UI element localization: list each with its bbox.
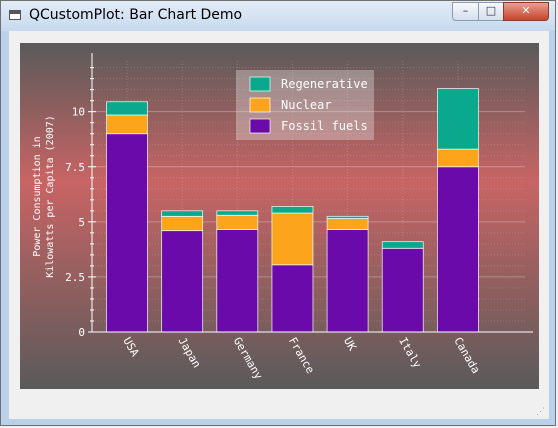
y-tick-label: 0: [78, 326, 85, 339]
legend-swatch-fossil-fuels: [249, 118, 271, 134]
bar-nuclear-germany[interactable]: [216, 214, 259, 230]
bar-regenerative-france[interactable]: [271, 206, 314, 214]
legend-label-nuclear: Nuclear: [281, 98, 332, 112]
y-tick-label: 2.5: [65, 271, 85, 284]
legend[interactable]: Regenerative Nuclear Fossil fuels: [236, 70, 374, 140]
y-tick-label: 5: [78, 216, 85, 229]
bar-regenerative-italy[interactable]: [381, 241, 424, 249]
bar-regenerative-usa[interactable]: [106, 101, 148, 116]
bar-nuclear-france[interactable]: [271, 212, 314, 266]
y-axis-title-line: Kilowatts per Capita (2007): [45, 115, 56, 278]
plot-container: 0 2.5 5 7.5 10 USA Japan Germany France UK Italy Ca…: [9, 31, 549, 419]
y-tick-label: 10: [72, 106, 85, 119]
legend-swatch-nuclear: [249, 97, 271, 113]
bar-nuclear-japan[interactable]: [161, 215, 204, 232]
resize-grip[interactable]: ⋰: [536, 406, 545, 416]
bar-fossil-fuels-japan[interactable]: [161, 230, 204, 333]
bar-nuclear-uk[interactable]: [326, 218, 369, 230]
y-tick-label: 7.5: [65, 161, 85, 174]
bars: [106, 88, 479, 333]
bar-fossil-fuels-usa[interactable]: [106, 133, 148, 333]
bar-nuclear-canada[interactable]: [436, 148, 479, 168]
bar-fossil-fuels-germany[interactable]: [216, 229, 259, 333]
bar-regenerative-germany[interactable]: [216, 210, 259, 216]
bar-fossil-fuels-france[interactable]: [271, 264, 314, 333]
window-title: QCustomPlot: Bar Chart Demo: [29, 7, 243, 23]
y-axis-title: Power Consumption in Kilowatts per Capita…: [32, 115, 56, 278]
app-window-icon: [9, 10, 21, 20]
bar-regenerative-canada[interactable]: [436, 88, 479, 150]
x-tick-label: UK: [341, 335, 359, 353]
title-bar[interactable]: QCustomPlot: Bar Chart Demo – □ ✕: [1, 1, 555, 31]
minimize-button[interactable]: –: [452, 2, 479, 21]
maximize-button[interactable]: □: [478, 2, 504, 21]
bar-fossil-fuels-canada[interactable]: [436, 166, 479, 333]
close-button[interactable]: ✕: [503, 2, 549, 21]
legend-swatch-regenerative: [249, 76, 271, 92]
legend-label-fossil-fuels: Fossil fuels: [281, 119, 368, 133]
bar-regenerative-japan[interactable]: [161, 210, 204, 217]
y-axis-title-line: Power Consumption in: [32, 136, 43, 256]
bar-fossil-fuels-italy[interactable]: [381, 247, 424, 333]
bar-regenerative-uk[interactable]: [326, 215, 369, 219]
bar-nuclear-usa[interactable]: [106, 114, 148, 135]
bar-fossil-fuels-uk[interactable]: [326, 229, 369, 333]
legend-label-regenerative: Regenerative: [281, 77, 368, 91]
